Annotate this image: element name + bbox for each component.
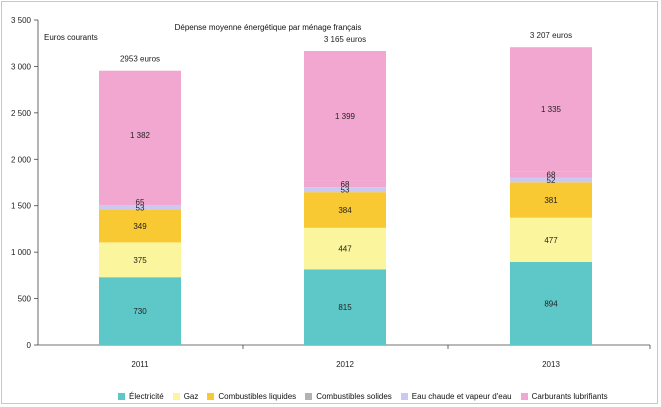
legend-swatch bbox=[520, 392, 528, 400]
legend-label: Combustibles solides bbox=[316, 391, 392, 401]
segment-value-label: 381 bbox=[544, 196, 558, 205]
legend-item: Gaz bbox=[172, 391, 199, 401]
legend-swatch bbox=[305, 392, 313, 400]
legend-swatch bbox=[207, 392, 215, 400]
y-ticks: 0 500 1 000 1 500 2 000 2 500 3 000 3 500 bbox=[11, 16, 38, 350]
bar-segment bbox=[304, 227, 386, 270]
y-tick-label: 500 bbox=[18, 295, 32, 304]
bar-segment bbox=[304, 180, 386, 188]
segment-value-label: 68 bbox=[547, 170, 556, 179]
legend-swatch bbox=[118, 392, 125, 400]
legend-label: Carburants lubrifiants bbox=[531, 391, 608, 401]
bar-segment bbox=[510, 47, 592, 172]
bar-total-label: 3 165 euros bbox=[324, 35, 366, 44]
legend-label: Eau chaude et vapeur d'eau bbox=[411, 391, 512, 401]
chart-title: Dépense moyenne énergétique par ménage f… bbox=[175, 23, 362, 32]
bar-segment bbox=[510, 171, 592, 178]
bar-segment bbox=[99, 242, 181, 278]
legend-swatch bbox=[400, 392, 408, 400]
bar-segment bbox=[99, 70, 181, 200]
x-tick-label: 2013 bbox=[542, 360, 560, 369]
y-tick-label: 3 500 bbox=[11, 16, 32, 25]
y-tick-label: 1 500 bbox=[11, 202, 32, 211]
segment-value-label: 53 bbox=[136, 204, 145, 213]
segment-value-label: 477 bbox=[544, 236, 558, 245]
segment-value-label: 52 bbox=[547, 176, 556, 185]
bar-segment bbox=[510, 217, 592, 262]
y-tick-label: 0 bbox=[27, 341, 32, 350]
legend-label: Gaz bbox=[183, 391, 199, 401]
y-tick-label: 1 000 bbox=[11, 248, 32, 257]
y-tick-label: 3 000 bbox=[11, 62, 32, 71]
legend-label: Combustibles liquides bbox=[218, 391, 297, 401]
segment-value-label: 375 bbox=[133, 256, 147, 265]
legend-swatch bbox=[172, 392, 180, 400]
legend-label: Électricité bbox=[129, 391, 164, 401]
segment-value-label: 1 382 bbox=[130, 131, 151, 140]
legend-item: Combustibles liquides bbox=[207, 392, 296, 401]
bar-segment bbox=[510, 182, 592, 218]
bar-segment bbox=[99, 205, 181, 210]
bar-total-label: 2953 euros bbox=[120, 55, 160, 64]
segment-value-label: 384 bbox=[338, 206, 352, 215]
bar-segment bbox=[304, 192, 386, 228]
legend-item: Carburants lubrifiants bbox=[520, 391, 608, 401]
segment-value-label: 447 bbox=[338, 245, 352, 254]
segment-value-label: 1 335 bbox=[541, 105, 562, 114]
y-tick-label: 2 500 bbox=[11, 109, 32, 118]
bar-segment bbox=[510, 177, 592, 183]
bar-segment bbox=[304, 187, 386, 193]
legend-item: Combustibles solides bbox=[305, 392, 392, 401]
segment-value-label: 349 bbox=[133, 222, 147, 231]
segment-value-label: 53 bbox=[341, 186, 350, 195]
segment-value-label: 815 bbox=[338, 303, 352, 312]
bar-segment bbox=[99, 209, 181, 243]
legend-item: Eau chaude et vapeur d'eau bbox=[400, 391, 512, 401]
bar-segment bbox=[304, 51, 386, 181]
bar-total-label: 3 207 euros bbox=[530, 31, 572, 40]
y-tick-label: 2 000 bbox=[11, 155, 32, 164]
bar-segment bbox=[304, 269, 386, 345]
bar-segment bbox=[99, 277, 181, 345]
segment-value-label: 730 bbox=[133, 307, 147, 316]
x-tick-label: 2011 bbox=[131, 360, 149, 369]
legend-item: Électricité bbox=[118, 392, 164, 401]
bar-segment bbox=[99, 199, 181, 206]
segment-value-label: 68 bbox=[341, 180, 350, 189]
segment-value-label: 1 399 bbox=[335, 112, 356, 121]
unit-label: Euros courants bbox=[44, 33, 98, 42]
segment-value-label: 65 bbox=[136, 198, 145, 207]
x-tick-label: 2012 bbox=[336, 360, 354, 369]
legend: Électricité Gaz Combustibles liquides Combu… bbox=[118, 389, 617, 403]
segment-value-label: 894 bbox=[544, 299, 558, 308]
bar-segment bbox=[510, 261, 592, 345]
